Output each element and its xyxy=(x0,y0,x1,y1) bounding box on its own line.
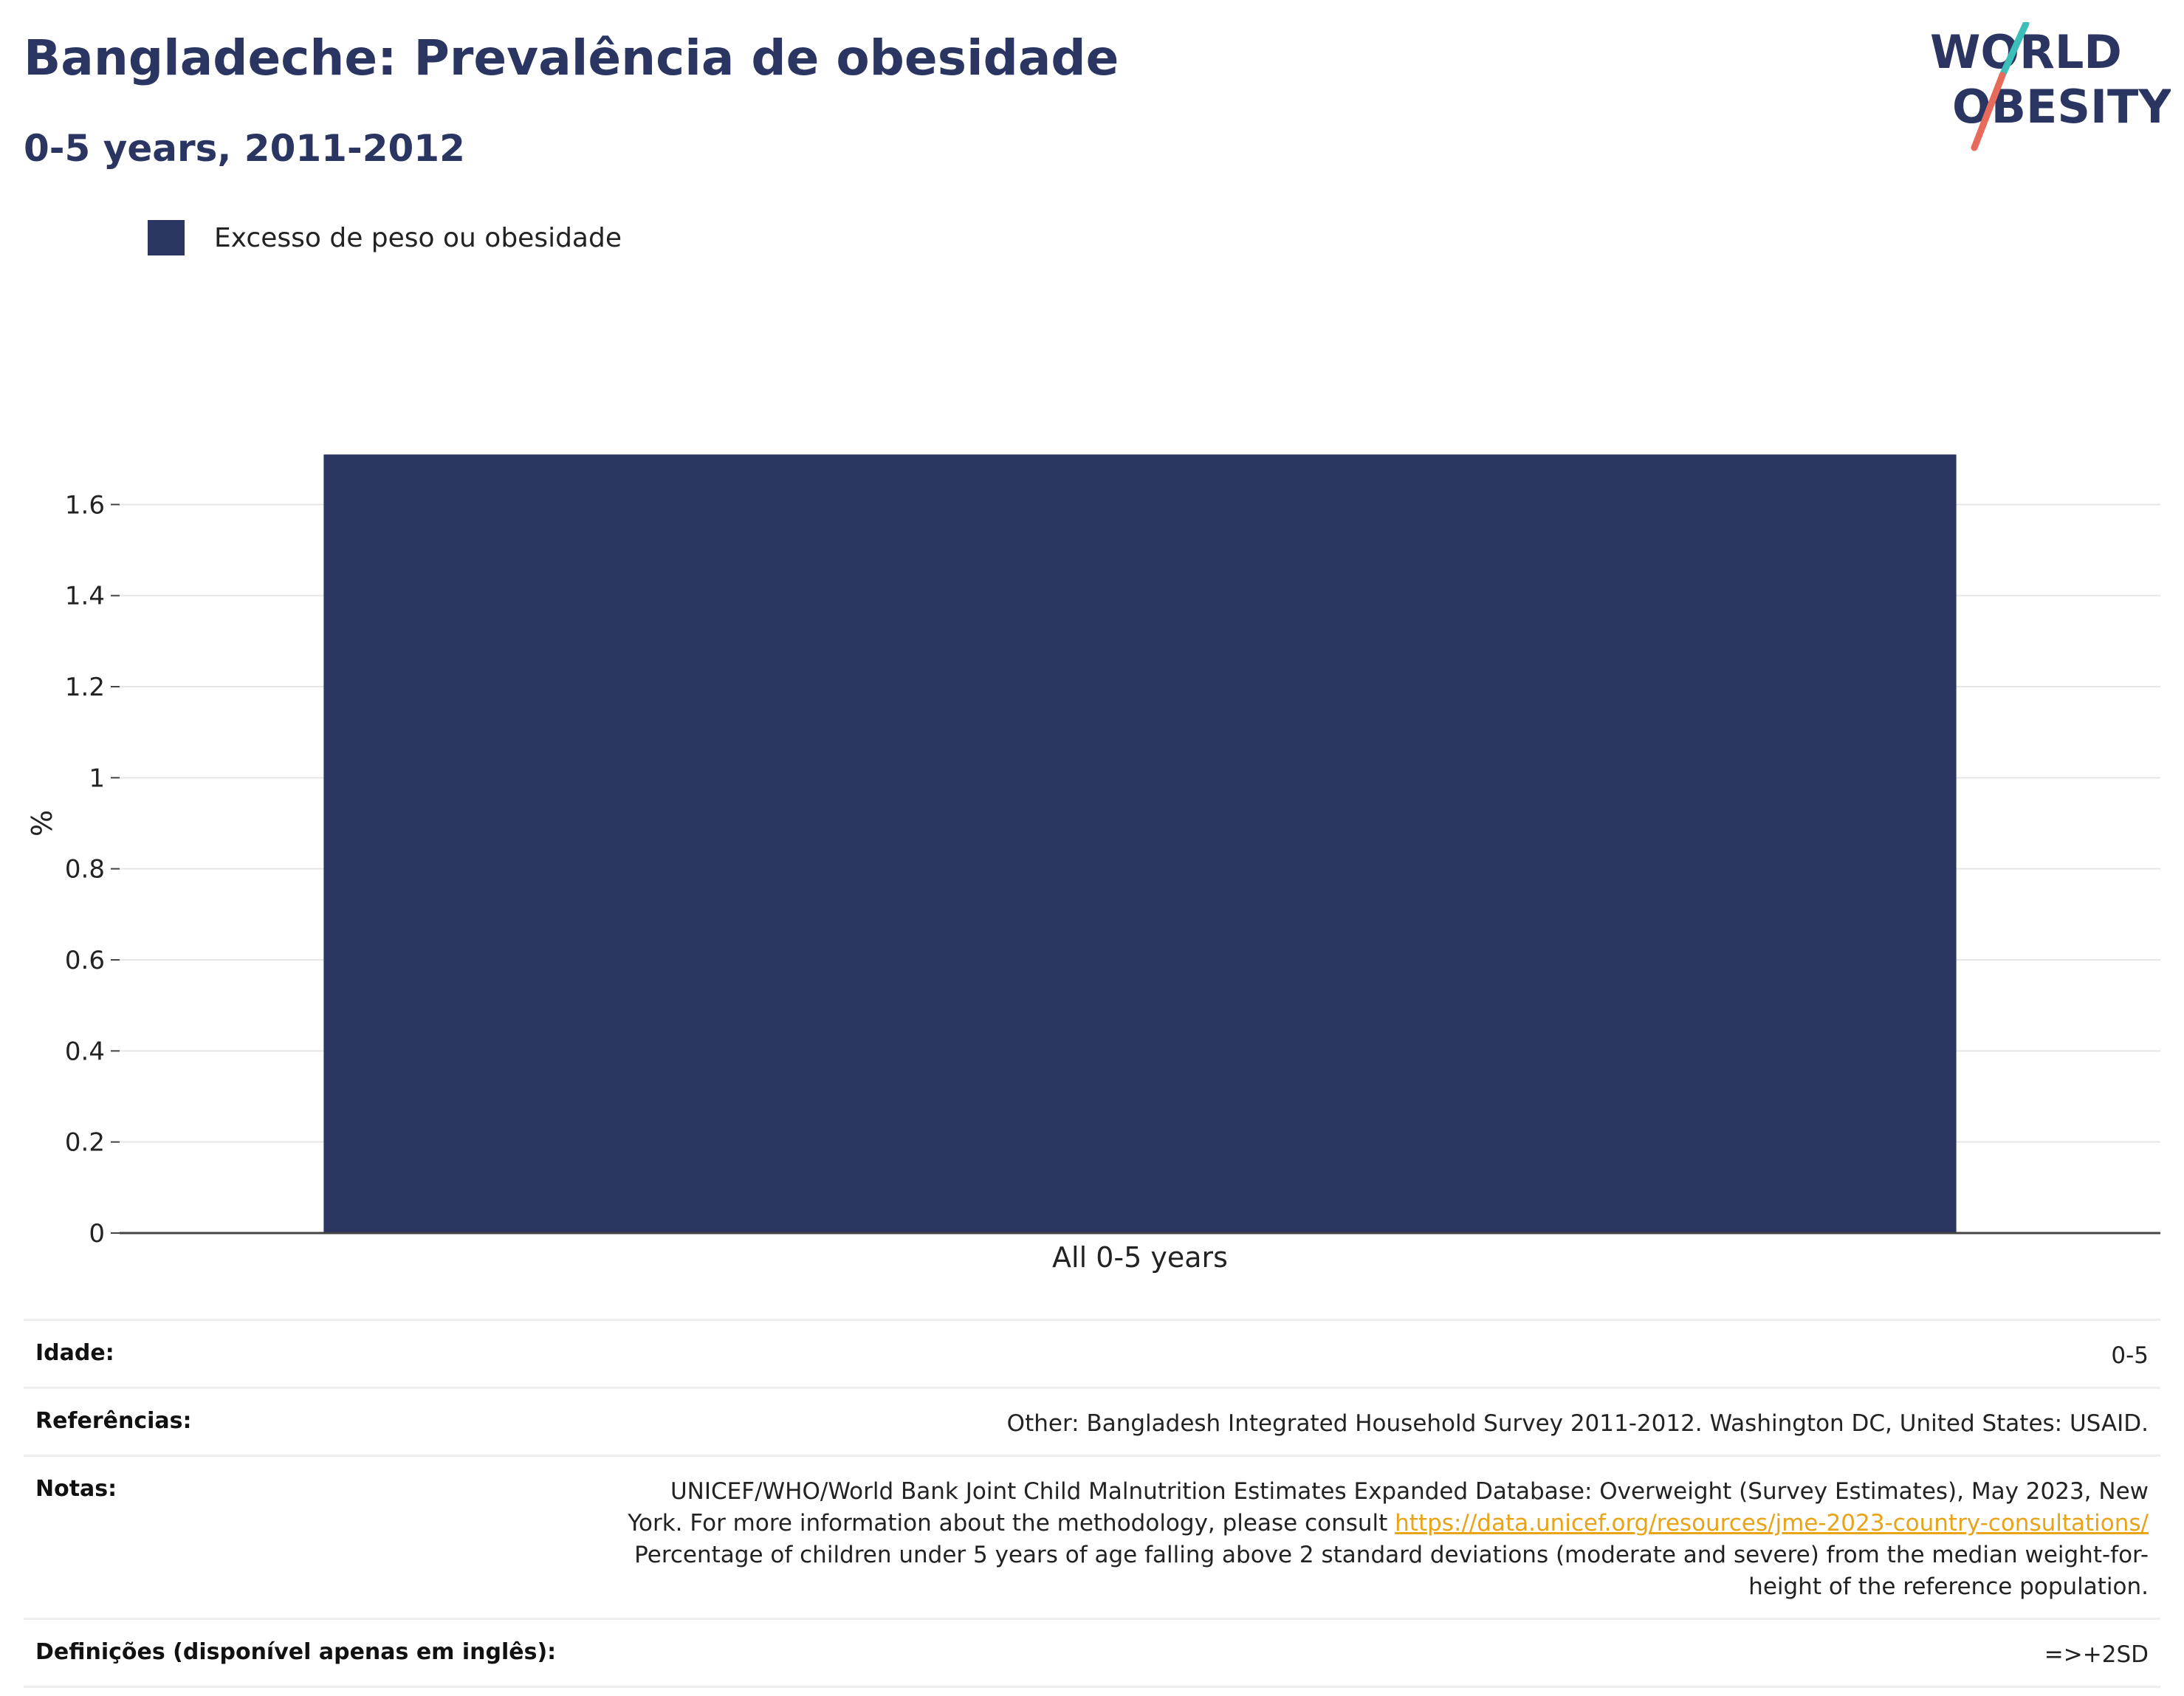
y-tick-label: 1.4 xyxy=(65,582,105,611)
bar-chart: 0 0.2 0.4 0.6 0.8 1 1.2 1.4 1.6 All 0-5 years% xyxy=(26,454,2160,1274)
notes-label: Notas: xyxy=(35,1476,117,1502)
chart-title: Bangladeche: Prevalência de obesidade xyxy=(24,30,1119,86)
bar xyxy=(323,454,1957,1233)
age-value: 0-5 xyxy=(2111,1342,2149,1369)
y-tick-label: 0 xyxy=(89,1219,105,1249)
x-tick-label: All 0-5 years xyxy=(1052,1241,1228,1274)
y-tick-label: 0.2 xyxy=(65,1128,105,1158)
references-value: Other: Bangladesh Integrated Household S… xyxy=(1006,1410,2149,1437)
legend-label: Excesso de peso ou obesidade xyxy=(214,222,622,253)
legend-swatch xyxy=(148,220,185,255)
logo-slash-bottom xyxy=(1971,72,2006,151)
definitions-label: Definições (disponível apenas em inglês)… xyxy=(35,1639,557,1665)
logo-slash-top xyxy=(1999,22,2030,79)
info-row-notes: Notas: UNICEF/WHO/World Bank Joint Child… xyxy=(24,1455,2160,1618)
notes-value: UNICEF/WHO/World Bank Joint Child Malnut… xyxy=(613,1476,2149,1603)
info-table: Idade: 0-5 Referências: Other: Banglades… xyxy=(24,1319,2160,1688)
age-label: Idade: xyxy=(35,1340,114,1366)
methodology-link[interactable]: https://data.unicef.org/resources/jme-20… xyxy=(1395,1510,2149,1537)
y-axis-label: % xyxy=(26,810,58,837)
references-label: Referências: xyxy=(35,1408,192,1434)
y-tick-label: 1.6 xyxy=(65,490,105,520)
y-tick-label: 0.6 xyxy=(65,946,105,975)
chart-legend[interactable]: Excesso de peso ou obesidade xyxy=(148,220,622,255)
notes-text-after: Percentage of children under 5 years of … xyxy=(634,1542,2149,1600)
info-row-age: Idade: 0-5 xyxy=(24,1319,2160,1387)
y-tick-label: 1.2 xyxy=(65,673,105,702)
y-tick-label: 1 xyxy=(89,763,105,793)
logo-text-world: WORLD xyxy=(1930,25,2122,79)
y-tick-label: 0.8 xyxy=(65,855,105,885)
definitions-value: =>+2SD xyxy=(2044,1641,2149,1668)
chart-subtitle: 0-5 years, 2011-2012 xyxy=(24,127,465,170)
world-obesity-logo: WORLD OBESITY xyxy=(1930,22,2171,151)
info-row-definitions: Definições (disponível apenas em inglês)… xyxy=(24,1618,2160,1688)
info-row-references: Referências: Other: Bangladesh Integrate… xyxy=(24,1387,2160,1455)
notes-text-before: UNICEF/WHO/World Bank Joint Child Malnut… xyxy=(628,1478,2149,1537)
y-tick-label: 0.4 xyxy=(65,1037,105,1066)
